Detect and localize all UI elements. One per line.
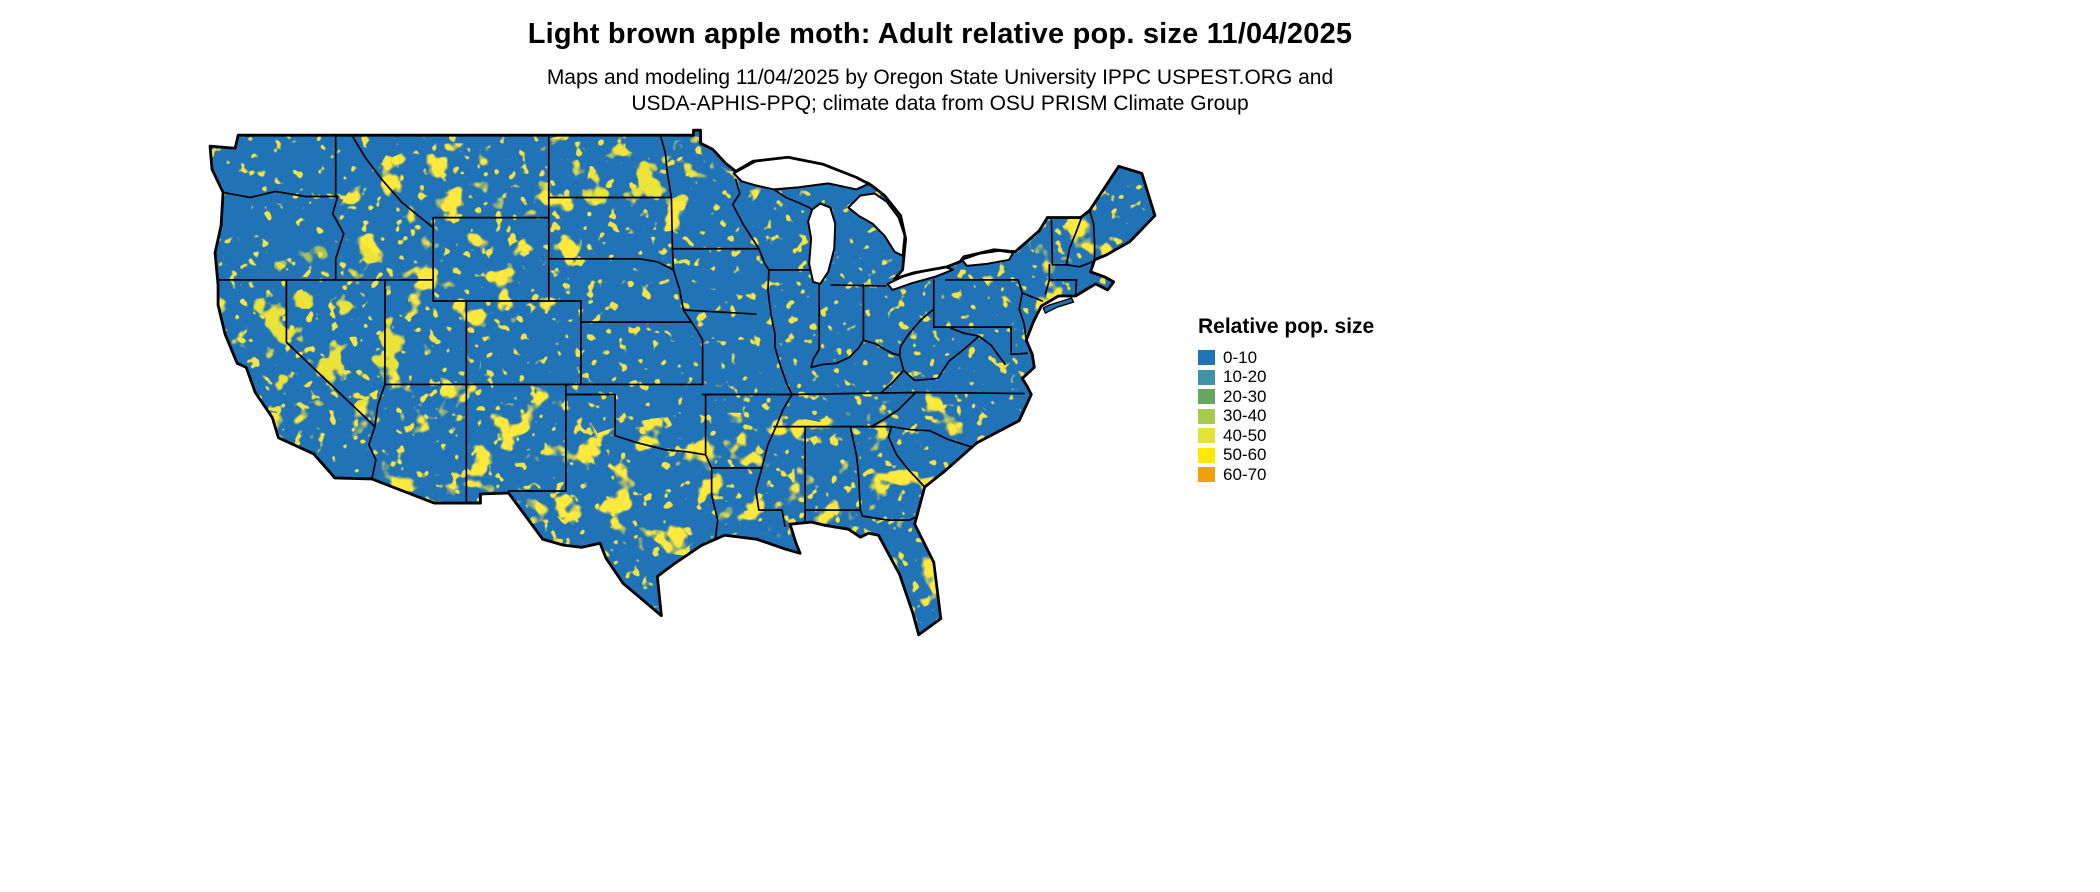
legend-item: 0-10: [1198, 348, 1374, 368]
population-raster-layer: [210, 130, 1155, 635]
legend-swatch-20-30: [1198, 389, 1215, 405]
subtitle-line-2: USDA-APHIS-PPQ; climate data from OSU PR…: [631, 92, 1249, 115]
legend-item: 40-50: [1198, 426, 1374, 446]
us-map-svg: [208, 128, 1157, 637]
title-block: Light brown apple moth: Adult relative p…: [0, 18, 1880, 117]
long-island: [1042, 297, 1075, 315]
legend-title: Relative pop. size: [1198, 315, 1375, 338]
legend-item: 20-30: [1198, 387, 1374, 407]
legend-swatch-0-10: [1198, 350, 1215, 366]
legend-swatch-50-60: [1198, 447, 1215, 463]
lake-michigan: [807, 202, 837, 285]
legend-swatch-40-50: [1198, 428, 1215, 444]
page-title: Light brown apple moth: Adult relative p…: [527, 18, 1353, 50]
state-borders: [214, 134, 1096, 539]
legend-swatch-60-70: [1198, 467, 1215, 483]
legend-label: 40-50: [1223, 425, 1267, 445]
legend-item: 10-20: [1198, 367, 1374, 388]
legend-label: 30-40: [1223, 406, 1267, 426]
legend-label: 50-60: [1223, 445, 1267, 465]
subtitle-line-1: Maps and modeling 11/04/2025 by Oregon S…: [546, 66, 1334, 89]
page-subtitle: Maps and modeling 11/04/2025 by Oregon S…: [0, 65, 1880, 117]
us-population-map: [205, 122, 1170, 667]
legend-item: 60-70: [1198, 465, 1374, 485]
legend-label: 10-20: [1223, 367, 1267, 387]
legend-label: 20-30: [1223, 386, 1267, 406]
legend: Relative pop. size 0-10 10-20 20-30 30-4…: [1198, 315, 1374, 485]
legend-item: 30-40: [1198, 406, 1374, 427]
legend-item: 50-60: [1198, 445, 1374, 466]
legend-label: 0-10: [1223, 347, 1258, 367]
legend-swatch-30-40: [1198, 408, 1215, 424]
legend-swatch-10-20: [1198, 369, 1215, 385]
legend-label: 60-70: [1223, 464, 1267, 484]
